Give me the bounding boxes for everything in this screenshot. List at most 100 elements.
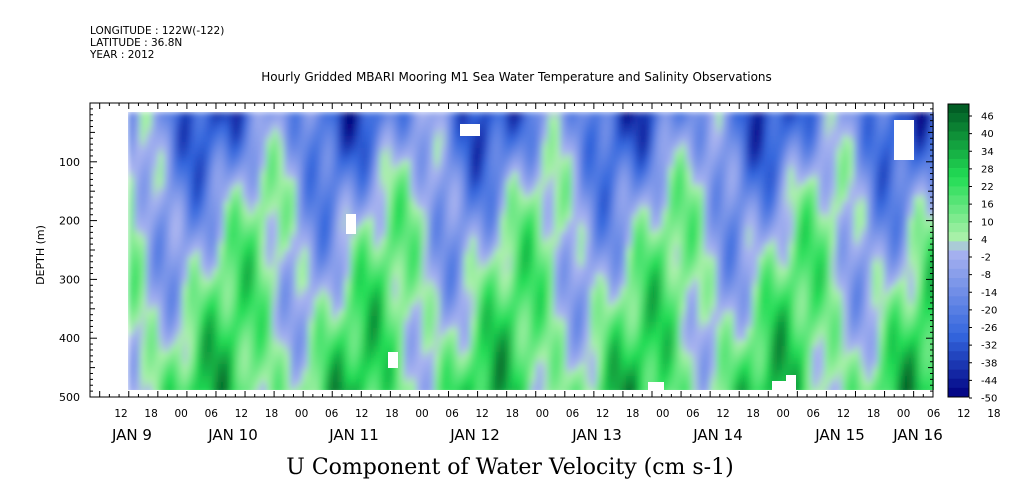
x-tick-label: 06 xyxy=(807,408,821,420)
colorbar-label: -32 xyxy=(981,341,997,352)
colorbar-label: -26 xyxy=(981,323,997,334)
x-day-label: JAN 10 xyxy=(207,426,258,444)
x-tick-label: 06 xyxy=(566,408,580,420)
colorbar-label: -8 xyxy=(981,270,991,281)
velocity-field xyxy=(128,112,934,390)
x-tick-label: 12 xyxy=(957,408,970,420)
colorbar-swatch xyxy=(948,140,969,151)
y-axis-label: DEPTH (m) xyxy=(34,225,47,285)
x-tick-label: 18 xyxy=(867,408,880,420)
colorbar-swatch xyxy=(948,332,969,343)
colorbar-label: -2 xyxy=(981,253,991,264)
colorbar-swatch xyxy=(948,277,969,288)
colorbar-label: -44 xyxy=(981,376,997,387)
colorbar-swatch xyxy=(948,259,969,270)
x-tick-label: 12 xyxy=(837,408,850,420)
missing-data-gap xyxy=(786,375,796,390)
x-tick-label: 18 xyxy=(987,408,1000,420)
colorbar-swatch xyxy=(948,351,969,361)
x-tick-label: 00 xyxy=(295,408,308,420)
x-tick-label: 18 xyxy=(385,408,398,420)
x-day-label: JAN 11 xyxy=(328,426,379,444)
colorbar-swatch xyxy=(948,122,969,132)
x-tick-label: 00 xyxy=(897,408,910,420)
year-label: YEAR : 2012 xyxy=(90,49,155,61)
x-day-label: JAN 14 xyxy=(692,426,743,444)
chart-title: Hourly Gridded MBARI Mooring M1 Sea Wate… xyxy=(261,70,772,84)
axis-ticks: 12 18 00 06 12 18 00 06 12 18 00 06 12 18 00 06 12 18 00 06… xyxy=(59,102,1001,444)
y-tick-label: 500 xyxy=(59,391,80,404)
y-tick-label: 300 xyxy=(59,273,80,286)
colorbar-label: 16 xyxy=(981,200,994,211)
colorbar-label: -38 xyxy=(981,358,997,369)
colorbar-swatch xyxy=(948,323,969,334)
colorbar-label: 46 xyxy=(981,112,994,123)
colorbar-swatch xyxy=(948,296,969,306)
colorbar-label: -20 xyxy=(981,305,997,316)
colorbar-label: 10 xyxy=(981,217,994,228)
latitude-label: LATITUDE : 36.8N xyxy=(90,37,183,49)
x-tick-label: 06 xyxy=(445,408,459,420)
colorbar-swatch xyxy=(948,314,969,325)
x-tick-label: 00 xyxy=(656,408,669,420)
colorbar-swatch xyxy=(948,369,969,379)
colorbar-label: 34 xyxy=(981,147,994,158)
colorbar-swatch xyxy=(948,223,969,233)
x-tick-label: 06 xyxy=(927,408,941,420)
y-tick-label: 200 xyxy=(59,215,80,228)
colorbar-label: 40 xyxy=(981,129,994,140)
missing-data-gap xyxy=(460,124,480,136)
colorbar-swatch xyxy=(948,387,969,398)
x-tick-label: 18 xyxy=(626,408,639,420)
colorbar-swatch xyxy=(948,149,969,160)
colorbar-swatch xyxy=(948,168,969,178)
colorbar-swatch xyxy=(948,158,969,169)
x-day-label: JAN 15 xyxy=(814,426,865,444)
missing-data-gap xyxy=(346,214,356,234)
colorbar-swatch xyxy=(948,195,969,206)
x-tick-label: 06 xyxy=(686,408,700,420)
colorbar-swatch xyxy=(948,305,969,315)
colorbar-swatch xyxy=(948,360,969,370)
colorbar-swatch xyxy=(948,104,969,114)
colorbar-label: -14 xyxy=(981,288,997,299)
colorbar-label: 22 xyxy=(981,182,994,193)
x-tick-label: 00 xyxy=(415,408,428,420)
colorbar-label: -50 xyxy=(981,394,997,405)
colorbar-swatch xyxy=(948,241,969,251)
longitude-label: LONGITUDE : 122W(-122) xyxy=(90,25,225,37)
x-tick-label: 18 xyxy=(506,408,519,420)
colorbar-swatch xyxy=(948,131,969,141)
colorbar-swatch xyxy=(948,342,969,352)
colorbar-label: 28 xyxy=(981,164,994,175)
y-tick-label: 100 xyxy=(59,156,80,169)
x-tick-label: 00 xyxy=(536,408,549,420)
colorbar-swatch xyxy=(948,378,969,389)
colorbar-swatch xyxy=(948,177,969,187)
colorbar-swatch xyxy=(948,204,969,215)
x-tick-label: 00 xyxy=(175,408,188,420)
x-tick-label: 06 xyxy=(325,408,339,420)
missing-data-gap xyxy=(772,381,788,390)
x-tick-label: 18 xyxy=(265,408,278,420)
colorbar-label: 4 xyxy=(981,235,987,246)
x-tick-label: 12 xyxy=(596,408,609,420)
colorbar-swatch xyxy=(948,287,969,297)
missing-data-gap xyxy=(648,382,664,390)
x-day-label: JAN 16 xyxy=(892,426,943,444)
missing-data-gap xyxy=(388,352,398,368)
missing-data-gaps xyxy=(346,120,914,390)
colorbar: 46 40 34 28 22 16 10 4 -2 -8 -14 -20 -26 -32 -38 -44 -50 xyxy=(947,103,997,405)
x-tick-label: 12 xyxy=(235,408,248,420)
missing-data-gap xyxy=(894,120,914,160)
x-tick-label: 12 xyxy=(476,408,489,420)
colorbar-swatch xyxy=(948,268,969,279)
x-axis-label: U Component of Water Velocity (cm s-1) xyxy=(286,455,734,480)
colorbar-swatch xyxy=(948,186,969,196)
x-tick-label: 12 xyxy=(716,408,729,420)
colorbar-swatch xyxy=(948,232,969,242)
y-tick-label: 400 xyxy=(59,332,80,345)
x-tick-label: 06 xyxy=(205,408,219,420)
x-day-label: JAN 12 xyxy=(449,426,500,444)
